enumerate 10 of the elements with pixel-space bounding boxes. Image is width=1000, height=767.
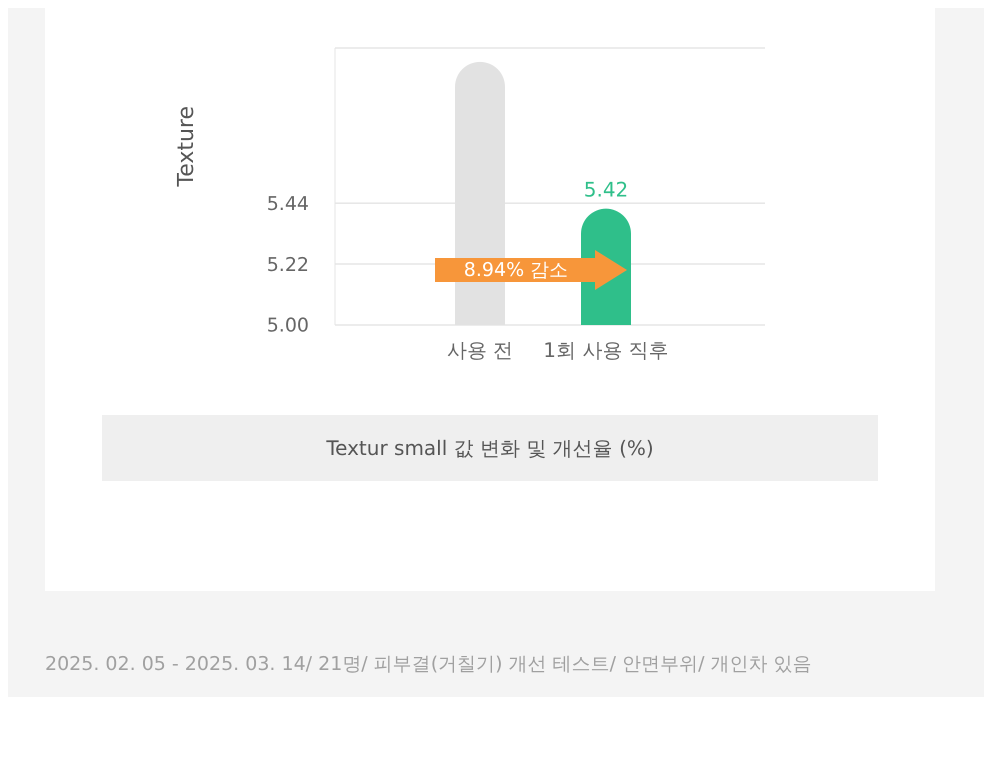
x-tick-label: 1회 사용 직후 [543,338,669,362]
text: Textur small 값 변화 및 개선율 (%) [102,415,878,481]
data-label: 5.42 [584,178,628,202]
y-tick-label: 5.22 [266,254,309,276]
annotation: 8.94% 감소 [462,258,570,282]
x-tick-label: 사용 전 [446,338,514,362]
text: 2025. 02. 05 - 2025. 03. 14/ 21명/ 피부결(거칠기) 개선 테스트/ 안면부위/ 개인차 있음 [45,652,813,677]
y-tick-label: 5.44 [266,192,309,215]
y-axis-title: Texture [174,106,199,188]
y-tick-label: 5.00 [266,314,309,337]
